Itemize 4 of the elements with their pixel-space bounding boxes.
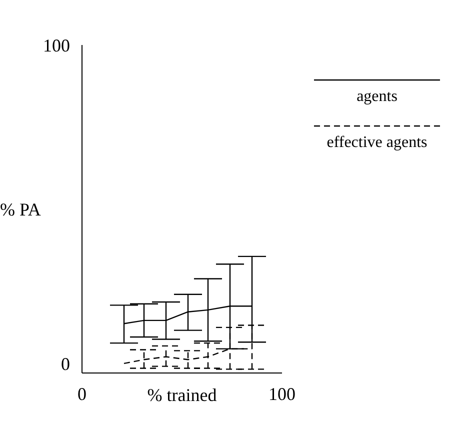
x-axis-title: % trained (147, 385, 217, 405)
y-axis-title: % PA (0, 199, 41, 220)
text: agents (356, 88, 398, 106)
text: effective agents (326, 134, 428, 152)
